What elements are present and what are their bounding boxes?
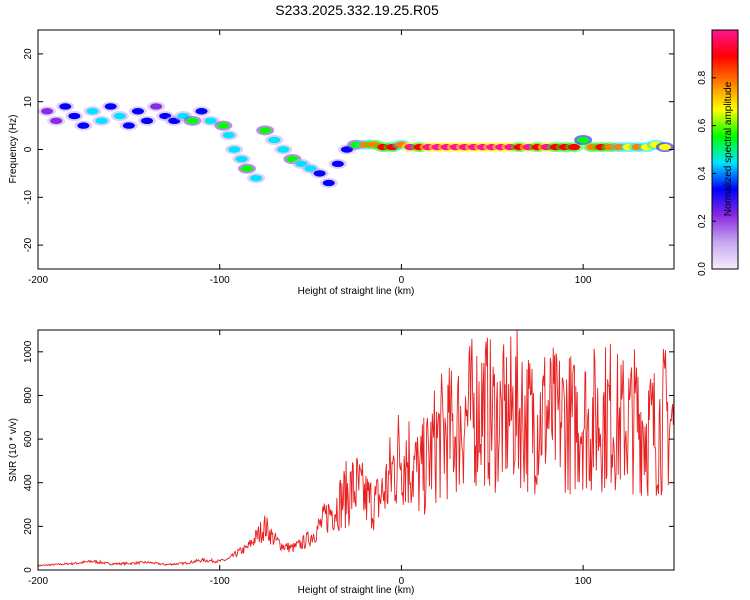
spectrogram-blobs <box>38 101 674 188</box>
spectrogram-blob <box>95 117 108 125</box>
spectrogram-blob <box>131 108 144 115</box>
spectrogram-ylabel: Frequency (Hz) <box>8 115 19 184</box>
snr-ytick-label: 0 <box>23 567 34 573</box>
snr-ytick-label: 200 <box>23 518 34 535</box>
spectrogram-blob <box>59 103 72 110</box>
spectrogram-blob <box>195 108 208 115</box>
spectrogram-blob <box>186 117 199 125</box>
snr-series-line <box>37 330 675 567</box>
colorbar-tick-label: 0.6 <box>697 118 708 132</box>
spectrogram-blob <box>235 155 248 163</box>
snr-xtick-label: -200 <box>28 576 48 587</box>
snr-xtick-label: 100 <box>575 576 592 587</box>
spectrogram-blob <box>568 143 581 151</box>
colorbar-gradient <box>711 29 739 270</box>
snr-frame <box>37 329 675 571</box>
spectrogram-blob <box>141 117 154 125</box>
colorbar-ticks: 0.0 0.2 0.4 0.6 0.8 <box>697 70 716 276</box>
spectrogram-blob <box>268 136 281 144</box>
spectrogram-blob <box>50 117 63 125</box>
snr-ytick-label: 1000 <box>23 340 34 363</box>
spectrogram-blob <box>41 108 54 115</box>
colorbar-tick-label: 0.8 <box>697 70 708 84</box>
snr-ylabel: SNR (10 * v/v) <box>8 418 19 482</box>
spectrogram-ytick-label: 10 <box>23 96 34 108</box>
spectrogram-xtick-label: 0 <box>399 275 405 286</box>
spectrogram-blob <box>277 146 290 153</box>
spectrogram-blob <box>217 122 230 129</box>
spectrogram-blob <box>313 170 326 177</box>
spectrogram-ytick-label: -10 <box>23 190 34 205</box>
colorbar-tick-label: 0.2 <box>697 214 708 228</box>
spectrogram-blob <box>68 112 81 120</box>
spectrogram-blob <box>150 103 163 110</box>
spectrogram-blob <box>228 146 241 153</box>
spectrogram-blob <box>250 174 263 182</box>
snr-xtick-label: -100 <box>210 576 230 587</box>
spectrogram-blob <box>122 122 135 129</box>
spectrogram-blob <box>577 136 590 144</box>
snr-xtick-label: 0 <box>399 576 405 587</box>
spectrogram-blob <box>331 160 344 168</box>
colorbar-tick-label: 0.4 <box>697 166 708 180</box>
spectrogram-xtick-label: -100 <box>210 275 230 286</box>
spectrogram-blob <box>113 112 126 120</box>
spectrogram-blob <box>86 108 99 115</box>
spectrogram-blob <box>259 127 272 134</box>
chart-title: S233.2025.332.19.25.R05 <box>275 2 439 18</box>
spectrogram-ytick-label: 0 <box>23 146 34 152</box>
snr-ytick-label: 400 <box>23 474 34 491</box>
spectrogram-xtick-label: 100 <box>575 275 592 286</box>
spectrogram-blob <box>77 122 90 129</box>
spectrogram-blob <box>658 143 671 151</box>
colorbar-label: Normalized spectral amplitude <box>723 81 734 216</box>
snr-ytick-label: 800 <box>23 387 34 404</box>
spectrogram-blob <box>240 165 253 172</box>
snr-ytick-label: 600 <box>23 430 34 447</box>
snr-xlabel: Height of straight line (km) <box>298 585 415 596</box>
spectrogram-ytick-label: 20 <box>23 48 34 60</box>
spectrogram-ytick-label: -20 <box>23 237 34 252</box>
spectrogram-blob <box>204 117 217 125</box>
spectrogram-xlabel: Height of straight line (km) <box>298 286 415 297</box>
spectrogram-blob <box>222 131 235 139</box>
spectrogram-blob <box>322 179 335 187</box>
colorbar-tick-label: 0.0 <box>697 262 708 276</box>
spectrogram-blob <box>104 103 117 110</box>
colorbar: 0.0 0.2 0.4 0.6 0.8 Normalized spectral ampl… <box>697 29 739 276</box>
spectrogram-xtick-label: -200 <box>28 275 48 286</box>
